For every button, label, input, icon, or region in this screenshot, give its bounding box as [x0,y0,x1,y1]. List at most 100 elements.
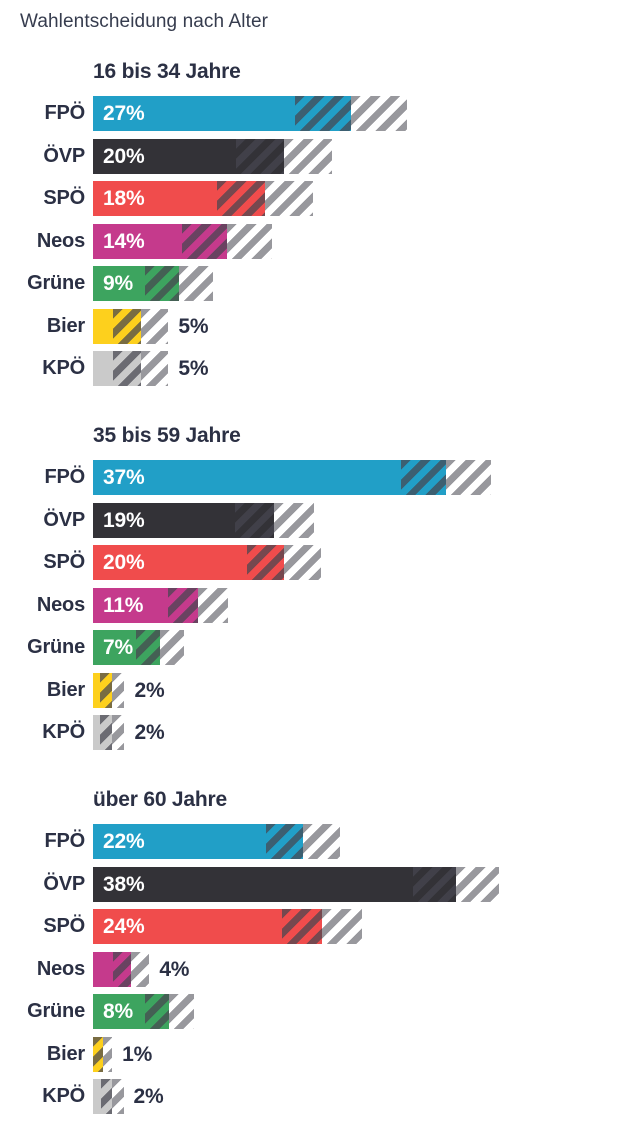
group-header: über 60 Jahre [93,788,227,811]
result-bar [93,1036,113,1072]
bar-hatched-margin-segment [322,909,363,944]
party-label: FPÖ [44,102,85,124]
bar-solid-segment [93,909,283,944]
bar-hatched-color-segment [135,630,160,665]
bar-hatched-color-segment [181,223,227,259]
chart-groups: 16 bis 34 Jahre FPÖ 27% ÖVP 20% SPÖ 18% Neos 14%… [0,60,640,1114]
value-label: 37% [103,466,145,489]
result-bar: 7% [93,630,184,665]
result-bar [93,715,125,750]
bar-hatched-color-segment [246,545,284,580]
bar-solid-segment [93,630,136,665]
bar-solid-segment [93,672,100,708]
result-bar: 9% [93,266,214,301]
bar-hatched-color-segment [294,96,351,131]
bar-hatched-margin-segment [350,96,408,131]
group-header: 16 bis 34 Jahre [93,60,241,83]
bar-hatched-margin-segment [112,1079,124,1114]
value-label: 14% [103,229,145,253]
bar-hatched-margin-segment [283,545,322,580]
value-label: 18% [103,187,145,210]
party-label: Neos [36,593,85,616]
bar-hatched-margin-segment [131,951,150,987]
bar-hatched-margin-segment [178,266,214,301]
value-label: 5% [178,357,209,380]
bar-hatched-margin-segment [455,866,499,902]
result-bar: 20% [93,545,322,580]
bar-solid-segment [93,951,114,987]
bar-row-oevp: ÖVP 20% [0,138,640,174]
bar-solid-segment [93,460,402,495]
bar-solid-segment [93,266,145,301]
party-label: KPÖ [42,721,85,743]
bar-solid-segment [93,1079,101,1114]
bar-hatched-color-segment [100,1079,113,1114]
bar-hatched-color-segment [401,460,447,495]
bar-row-bier: Bier 5% [0,308,640,344]
value-label: 20% [103,144,145,168]
bar-row-kpoe: KPÖ 2% [0,1079,640,1114]
party-label: SPÖ [43,551,85,573]
result-bar [93,1079,124,1114]
party-label: KPÖ [42,1085,85,1107]
value-label: 19% [103,508,145,532]
value-label: 24% [103,915,145,938]
party-label: Bier [46,678,85,701]
bar-row-gruene: Grüne 7% [0,630,640,665]
bar-hatched-margin-segment [140,351,169,386]
value-label: 1% [122,1042,153,1066]
result-bar: 8% [93,994,195,1029]
bar-solid-segment [93,994,145,1029]
value-label: 22% [103,830,145,853]
bar-solid-segment [93,545,247,580]
result-bar [93,351,169,386]
result-bar [93,951,150,987]
result-bar: 27% [93,96,408,131]
bar-hatched-margin-segment [112,715,125,750]
bar-hatched-margin-segment [446,460,492,495]
bar-hatched-color-segment [217,181,265,216]
party-label: Grüne [27,272,85,294]
bar-hatched-color-segment [144,994,170,1029]
bar-row-fpoe: FPÖ 27% [0,96,640,131]
bar-hatched-color-segment [282,909,323,944]
party-label: Bier [46,1042,85,1065]
group-header: 35 bis 59 Jahre [93,424,241,447]
party-label: SPÖ [43,915,85,937]
bar-hatched-margin-segment [159,630,184,665]
result-bar: 20% [93,138,332,174]
party-label: Grüne [27,1000,85,1022]
bar-solid-segment [93,96,295,131]
bar-hatched-margin-segment [264,181,313,216]
bar-row-kpoe: KPÖ 2% [0,715,640,750]
bar-hatched-margin-segment [303,824,341,859]
result-bar: 18% [93,181,313,216]
bar-hatched-margin-segment [169,994,195,1029]
bar-hatched-margin-segment [140,308,169,344]
bar-hatched-margin-segment [198,587,228,623]
bar-hatched-color-segment [99,672,113,708]
party-label: Grüne [27,636,85,658]
bar-hatched-color-segment [265,824,304,859]
value-label: 2% [134,721,165,744]
result-bar: 38% [93,866,499,902]
bar-solid-segment [93,824,266,859]
value-label: 20% [103,551,145,574]
value-label: 2% [133,1085,164,1108]
party-label: Bier [46,314,85,337]
bar-hatched-margin-segment [112,672,125,708]
value-label: 2% [134,678,165,702]
party-label: KPÖ [42,357,85,379]
bar-hatched-color-segment [113,951,132,987]
bar-row-spoe: SPÖ 18% [0,181,640,216]
result-bar: 22% [93,824,341,859]
bar-hatched-color-segment [236,138,284,174]
bar-solid-segment [93,715,100,750]
result-bar: 37% [93,460,492,495]
value-label: 38% [103,872,145,896]
bar-hatched-color-segment [235,502,275,538]
party-label: ÖVP [43,872,85,895]
bar-row-oevp: ÖVP 19% [0,502,640,538]
result-bar: 24% [93,909,363,944]
